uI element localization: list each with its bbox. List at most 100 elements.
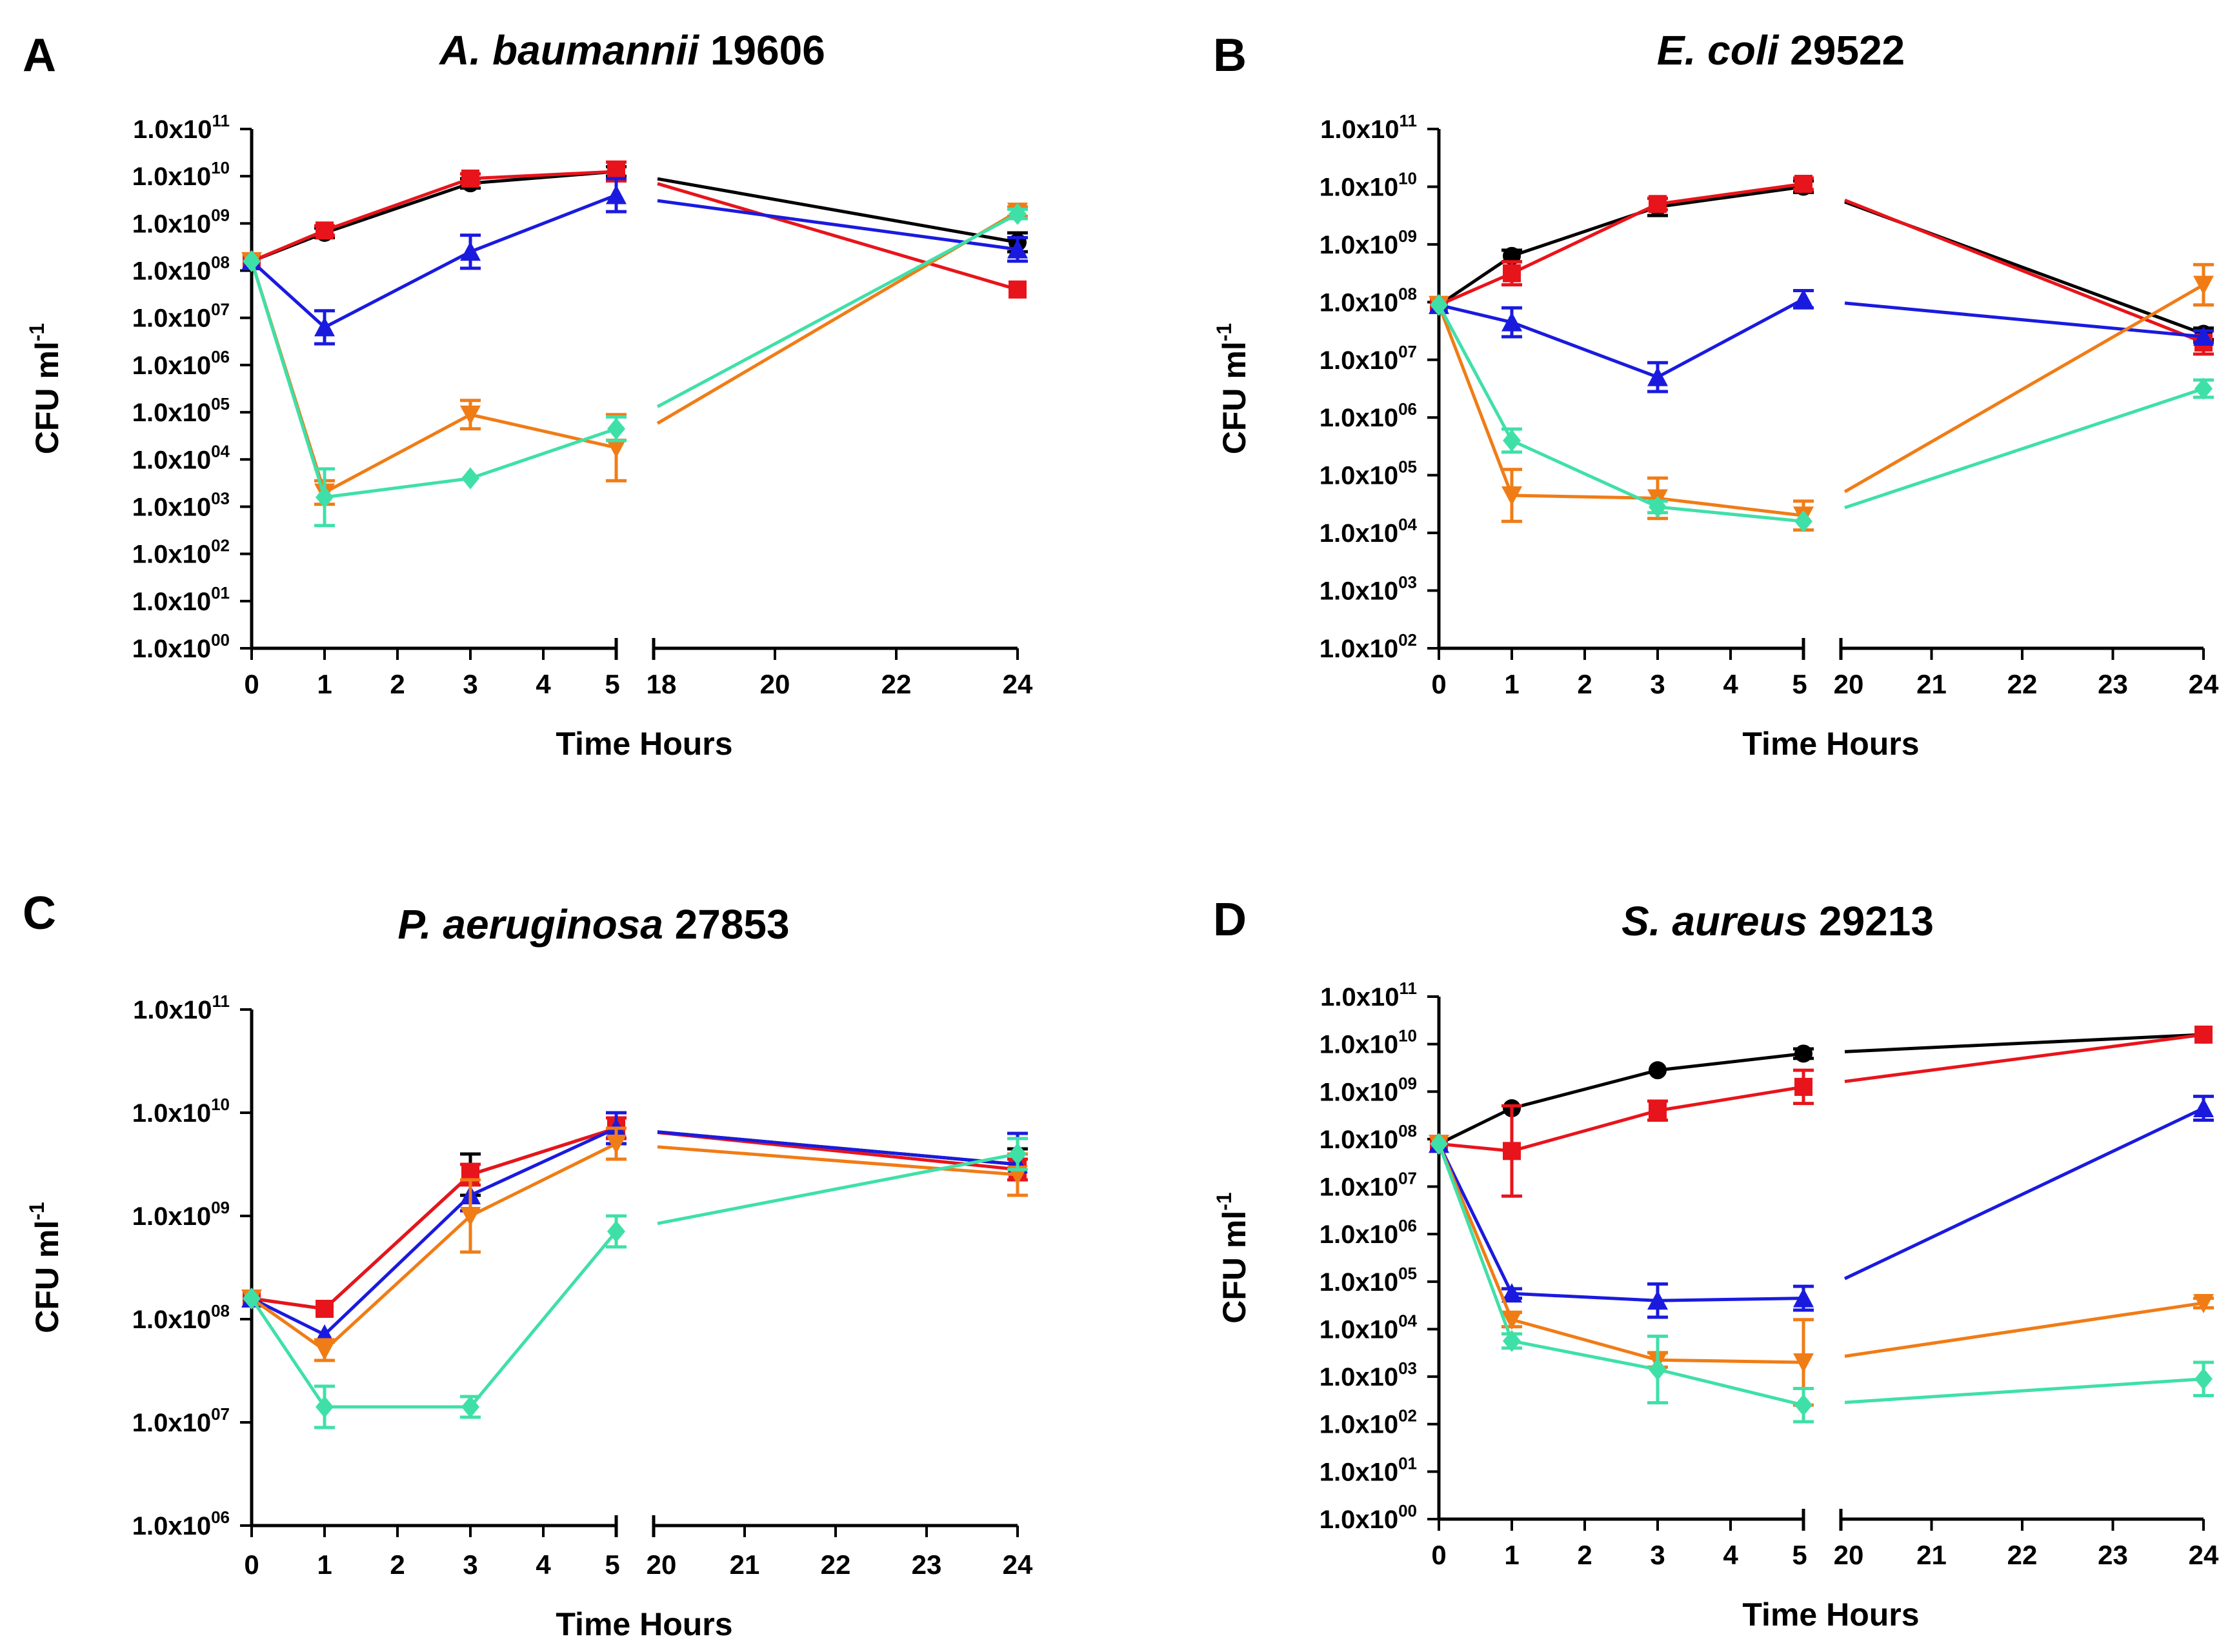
data-point: [2193, 275, 2214, 295]
y-tick-label: 1.0x1007: [132, 300, 230, 333]
panel-title: A. baumannii 19606: [438, 27, 825, 74]
y-tick-mantissa: 1.0x10: [1320, 983, 1399, 1011]
y-tick-label: 1.0x1010: [132, 158, 230, 191]
series-line-early: [1437, 1143, 1804, 1364]
data-point: [460, 1207, 481, 1226]
data-point: [1647, 366, 1668, 386]
y-tick-exponent: 11: [1400, 111, 1418, 130]
y-tick-label: 1.0x1003: [1320, 1358, 1417, 1391]
series-line-early: [250, 261, 617, 495]
data-point: [1503, 264, 1521, 283]
y-tick-mantissa: 1.0x10: [1320, 1363, 1398, 1391]
y-tick-label: 1.0x1011: [1320, 111, 1417, 144]
data-point: [1649, 1061, 1667, 1080]
y-tick-label: 1.0x1006: [132, 1508, 230, 1540]
data-point: [1009, 203, 1027, 225]
series-line-late: [657, 1152, 1018, 1226]
y-tick-mantissa: 1.0x10: [132, 1512, 211, 1540]
y-tick-mantissa: 1.0x10: [132, 257, 211, 286]
y-tick-label: 1.0x1003: [132, 488, 230, 521]
y-tick-exponent: 00: [211, 630, 230, 650]
y-tick-exponent: 01: [211, 583, 230, 602]
y-axis-label-superscript: -1: [1212, 1192, 1236, 1210]
y-tick-exponent: 10: [211, 1095, 230, 1114]
y-tick-mantissa: 1.0x10: [132, 163, 211, 191]
y-tick-exponent: 07: [211, 300, 230, 319]
series-line-late: [1844, 1377, 2204, 1404]
x-tick-label: 22: [2007, 669, 2038, 699]
y-tick-label: 1.0x1009: [1320, 1073, 1417, 1106]
y-tick-label: 1.0x1010: [132, 1095, 230, 1128]
y-tick-label: 1.0x1006: [1320, 399, 1417, 432]
data-point: [314, 317, 335, 337]
panel-title: E. coli 29522: [1657, 27, 1905, 74]
y-tick-exponent: 02: [1398, 1406, 1417, 1426]
y-tick-exponent: 02: [211, 536, 230, 555]
series-line-late: [657, 182, 1018, 292]
x-tick-label: 4: [1723, 1540, 1738, 1570]
series-line-late: [657, 1130, 1018, 1166]
data-point: [607, 1220, 625, 1242]
panel-a: A A. baumannii 196061.0x10111.0x10101.0x1…: [23, 27, 1033, 762]
data-point: [2194, 377, 2213, 400]
y-tick-label: 1.0x1011: [1320, 979, 1417, 1011]
data-point: [1794, 1044, 1812, 1063]
y-tick-mantissa: 1.0x10: [1320, 1031, 1398, 1059]
panel-title-species: E. coli: [1657, 27, 1780, 74]
x-tick-label: 0: [1431, 669, 1446, 699]
x-tick-label: 5: [1792, 1540, 1807, 1570]
y-tick-label: 1.0x1008: [1320, 284, 1417, 317]
data-point: [1649, 495, 1667, 518]
y-tick-mantissa: 1.0x10: [1320, 1315, 1398, 1344]
series-black: [1430, 177, 2214, 343]
series-teal: [243, 1137, 1028, 1429]
data-point: [1501, 1283, 1522, 1303]
series-line-early: [1437, 304, 1804, 517]
x-axis-label: Time Hours: [1742, 726, 1919, 762]
panel-title-strain: 29522: [1778, 27, 1905, 74]
y-tick-label: 1.0x1004: [1320, 1311, 1418, 1344]
y-tick-label: 1.0x1005: [132, 394, 230, 427]
series-orange: [1429, 1135, 2214, 1407]
series-line-early: [1437, 1143, 1804, 1407]
x-tick-label: 24: [2189, 669, 2219, 699]
y-tick-label: 1.0x1005: [1320, 457, 1417, 490]
y-tick-label: 1.0x1011: [133, 991, 230, 1024]
series-blue: [241, 1111, 1028, 1344]
data-point: [2194, 1025, 2213, 1044]
data-point: [460, 405, 481, 425]
x-tick-label: 20: [1834, 669, 1864, 699]
y-tick-mantissa: 1.0x10: [1320, 288, 1398, 317]
x-tick-label: 18: [647, 669, 677, 699]
data-point: [1794, 1394, 1812, 1417]
series-line-late: [1844, 301, 2204, 339]
x-tick-label: 1: [1504, 1540, 1519, 1570]
y-tick-exponent: 09: [1398, 226, 1417, 246]
y-tick-label: 1.0x1007: [132, 1404, 230, 1437]
panel-title-strain: 29213: [1807, 898, 1934, 944]
series-line-late: [657, 1145, 1018, 1177]
y-tick-exponent: 06: [1398, 399, 1417, 419]
panel-title: P. aeruginosa 27853: [397, 901, 789, 948]
series-line-late: [1844, 1033, 2204, 1084]
data-point: [2193, 326, 2214, 346]
y-axis-label-text: CFU ml: [1216, 1211, 1252, 1324]
y-tick-exponent: 07: [1398, 342, 1417, 361]
data-point: [1794, 1077, 1812, 1096]
y-tick-label: 1.0x1004: [1320, 515, 1418, 548]
y-axis-label-superscript: -1: [25, 1202, 48, 1220]
series-line-early: [250, 1126, 617, 1337]
x-tick-label: 22: [2007, 1540, 2038, 1570]
series-line-early: [1437, 304, 1804, 523]
x-tick-label: 21: [730, 1549, 760, 1580]
panel-c: C P. aeruginosa 278531.0x10111.0x10101.0x…: [23, 888, 1033, 1642]
panel-d: D S. aureus 292131.0x10111.0x10101.0x1009…: [1212, 894, 2219, 1633]
x-axis-label: Time Hours: [556, 1606, 732, 1642]
data-point: [1503, 430, 1521, 452]
y-tick-mantissa: 1.0x10: [132, 1409, 211, 1437]
data-point: [461, 169, 479, 188]
y-tick-exponent: 02: [1398, 630, 1417, 650]
y-tick-mantissa: 1.0x10: [132, 304, 211, 333]
data-point: [2193, 1098, 2214, 1118]
y-tick-exponent: 01: [1398, 1453, 1417, 1473]
